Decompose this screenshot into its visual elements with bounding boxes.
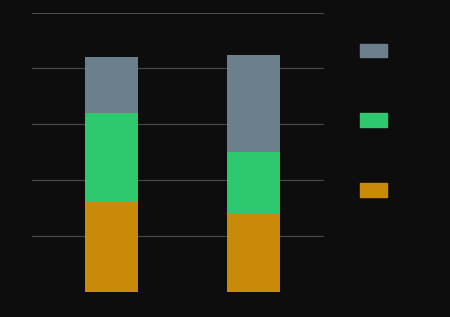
Bar <box>226 152 280 214</box>
Bar <box>85 113 138 202</box>
Bar <box>85 57 138 113</box>
Bar <box>226 55 280 152</box>
Bar <box>226 214 280 292</box>
Bar <box>85 202 138 292</box>
